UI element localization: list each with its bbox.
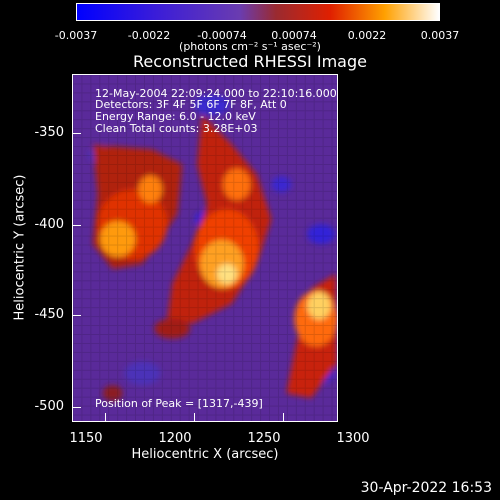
colorbar-units-label: (photons cm⁻² s⁻¹ asec⁻²) <box>179 40 321 53</box>
colorbar <box>76 3 440 21</box>
x-tick-label: 1150 <box>69 431 103 446</box>
y-tick-mark <box>73 315 81 316</box>
info-energy-range: Energy Range: 6.0 - 12.0 keV <box>95 110 256 123</box>
x-tick-mark <box>194 413 195 421</box>
x-tick-mark <box>283 413 284 421</box>
y-tick-label: -450 <box>34 307 64 322</box>
y-tick-label: -500 <box>34 399 64 414</box>
heatmap-image <box>73 75 337 421</box>
colorbar-tick-label: 0.0037 <box>420 29 460 42</box>
y-tick-mark <box>73 133 81 134</box>
colorbar-tick-label: -0.00074 <box>197 29 247 42</box>
y-axis-label: Heliocentric Y (arcsec) <box>12 174 28 321</box>
timestamp: 30-Apr-2022 16:53 <box>360 480 492 496</box>
x-axis-label: Heliocentric X (arcsec) <box>131 447 279 462</box>
colorbar-tick-label: 0.00074 <box>271 29 317 42</box>
x-tick-label: 1200 <box>158 431 192 446</box>
info-clean-counts: Clean Total counts: 3.28E+03 <box>95 122 258 135</box>
plot-title: Reconstructed RHESSI Image <box>133 52 367 71</box>
x-tick-label: 1300 <box>336 431 370 446</box>
y-tick-label: -400 <box>34 217 64 232</box>
y-tick-mark <box>73 225 81 226</box>
y-tick-label: -350 <box>34 125 64 140</box>
y-tick-mark <box>73 407 81 408</box>
colorbar-tick-label: -0.0022 <box>127 29 171 42</box>
info-detectors: Detectors: 3F 4F 5F 6F 7F 8F, Att 0 <box>95 98 287 111</box>
x-tick-label: 1250 <box>247 431 281 446</box>
info-time-range: 12-May-2004 22:09:24.000 to 22:10:16.000 <box>95 87 337 100</box>
peak-position-label: Position of Peak = [1317,-439] <box>95 397 263 410</box>
colorbar-tick-label: 0.0022 <box>347 29 387 42</box>
x-tick-mark <box>105 413 106 421</box>
colorbar-tick-label: -0.0037 <box>54 29 98 42</box>
image-plot-area <box>72 74 338 422</box>
